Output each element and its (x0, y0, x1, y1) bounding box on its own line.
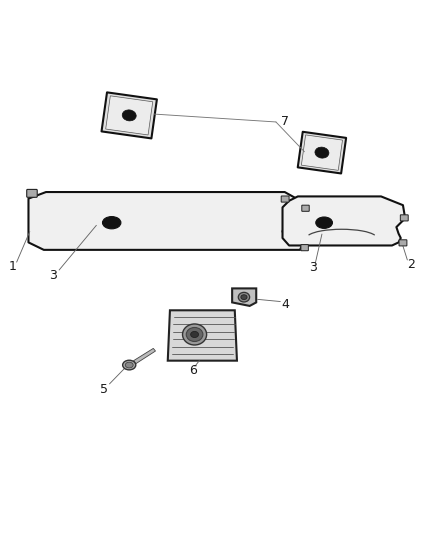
Text: 1: 1 (8, 260, 16, 273)
Text: 4: 4 (282, 298, 290, 311)
Text: 6: 6 (189, 364, 197, 377)
Text: 3: 3 (309, 261, 317, 274)
Polygon shape (106, 96, 153, 135)
Polygon shape (283, 197, 405, 246)
Ellipse shape (125, 362, 133, 368)
Text: 3: 3 (49, 269, 57, 282)
FancyBboxPatch shape (302, 205, 309, 211)
FancyBboxPatch shape (27, 189, 37, 197)
Ellipse shape (241, 295, 247, 300)
Polygon shape (134, 349, 155, 364)
Polygon shape (301, 135, 343, 171)
Ellipse shape (316, 217, 332, 229)
Polygon shape (168, 310, 237, 361)
Text: 7: 7 (281, 115, 289, 127)
Polygon shape (298, 132, 346, 173)
Polygon shape (232, 288, 256, 306)
Ellipse shape (122, 110, 136, 121)
FancyBboxPatch shape (399, 240, 407, 246)
Ellipse shape (315, 147, 329, 158)
FancyBboxPatch shape (281, 196, 289, 202)
Ellipse shape (102, 216, 121, 229)
Text: 5: 5 (100, 383, 108, 395)
Polygon shape (102, 92, 157, 139)
Ellipse shape (186, 327, 203, 342)
Ellipse shape (183, 324, 207, 345)
FancyBboxPatch shape (301, 245, 308, 251)
Polygon shape (28, 192, 304, 250)
FancyBboxPatch shape (400, 215, 408, 221)
Ellipse shape (238, 292, 250, 302)
Ellipse shape (123, 360, 136, 370)
Text: 2: 2 (407, 258, 415, 271)
Ellipse shape (191, 332, 198, 337)
